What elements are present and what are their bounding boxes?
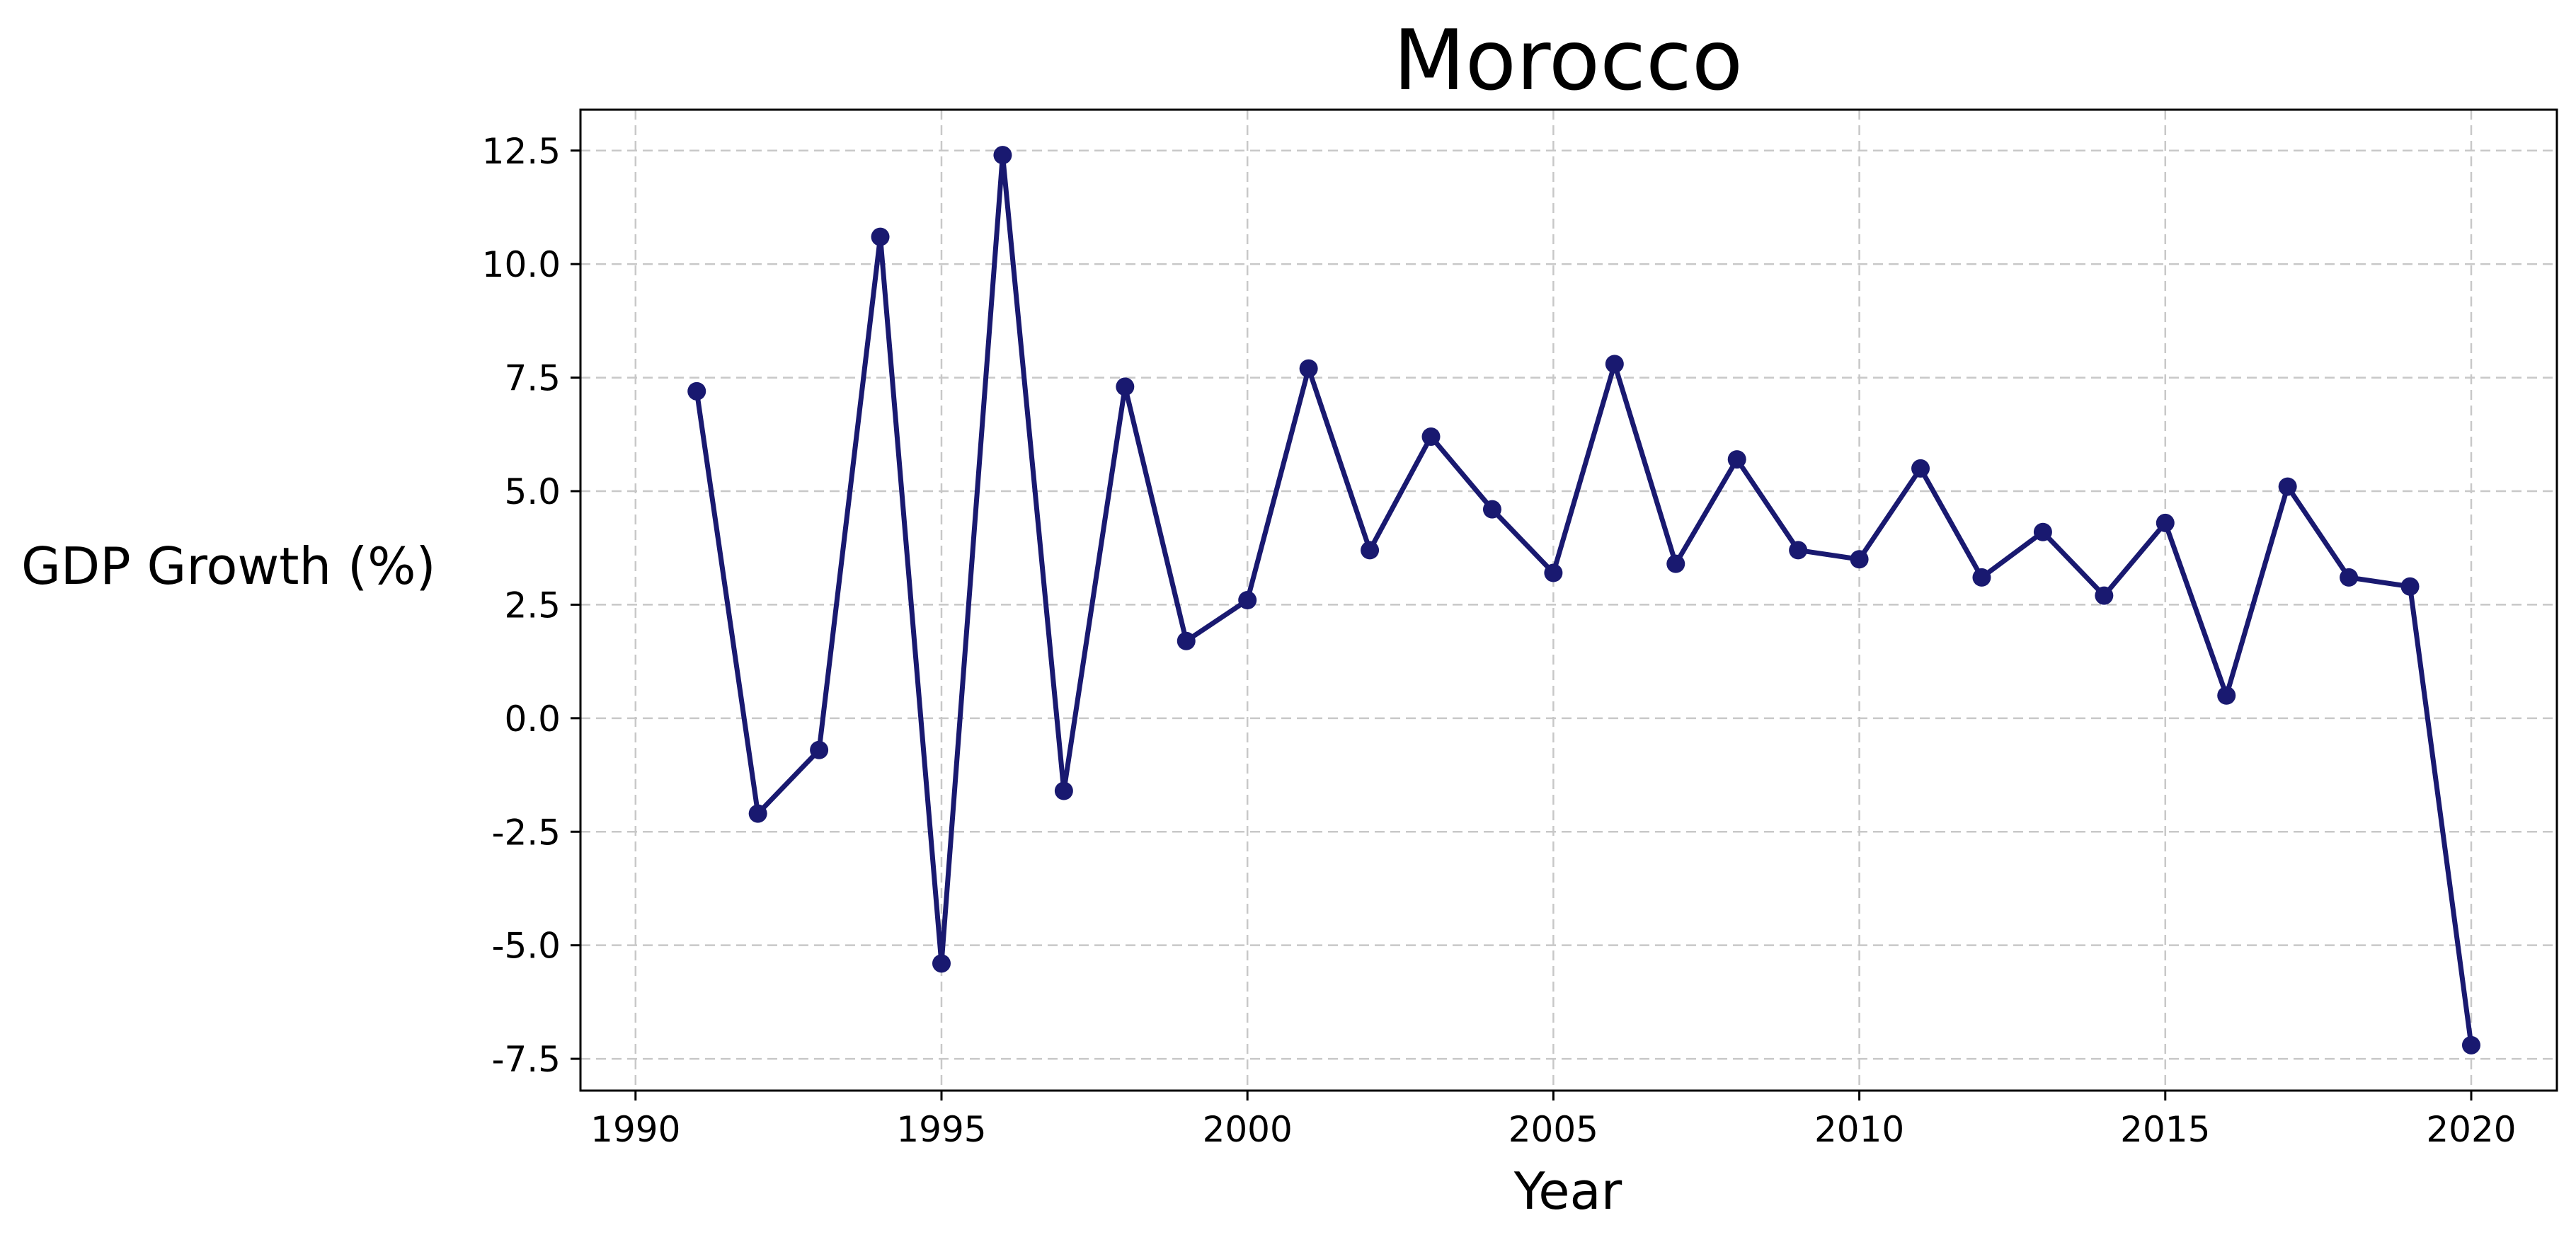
y-tick-label: -5.0 [491,926,561,967]
y-tick-label: 0.0 [504,699,561,740]
x-tick-label: 2005 [1509,1109,1598,1150]
data-point [1361,541,1380,560]
data-point [1116,377,1135,396]
series-line [694,152,2474,1046]
data-point [1789,541,1808,560]
x-tick-label: 1995 [896,1109,986,1150]
data-point [1911,459,1930,478]
x-tick-label: 2010 [1814,1109,1904,1150]
data-point [1850,550,1869,569]
data-point [1666,554,1685,573]
data-point [2340,568,2359,587]
data-point [932,954,951,973]
x-tick-label: 2020 [2426,1109,2516,1150]
data-point [1605,355,1624,374]
y-tick-label: 2.5 [504,585,561,626]
data-point [1727,450,1746,469]
data-point [1972,568,1991,587]
data-point [1421,427,1441,446]
x-axis-ticks: 1990 1995 2000 2005 2010 2015 2020 [590,1091,2517,1150]
y-tick-label: 7.5 [504,358,561,399]
data-point [2217,686,2236,705]
x-tick-label: 1990 [590,1109,680,1150]
data-point [1177,631,1196,650]
y-tick-label: -2.5 [491,812,561,853]
data-point [993,146,1012,165]
data-point [2095,586,2114,605]
data-point-layer [687,146,2480,1055]
data-point [1482,500,1501,519]
data-point [1054,781,1073,800]
y-axis-label: GDP Growth (%) [21,536,436,596]
data-point [748,804,767,823]
data-point [1544,563,1563,582]
x-tick-label: 2015 [2120,1109,2210,1150]
data-point [687,381,706,401]
x-axis-label: Year [1513,1161,1622,1221]
y-tick-label: -7.5 [491,1039,561,1080]
data-point [1299,359,1318,378]
y-tick-label: 10.0 [482,244,561,285]
x-tick-label: 2000 [1203,1109,1293,1150]
data-point [1238,591,1257,609]
data-point [2156,513,2175,532]
y-tick-label: 5.0 [504,471,561,512]
y-axis-ticks: 12.5 10.0 7.5 5.0 2.5 0.0 -2.5 -5.0 -7.5 [482,131,580,1080]
series-line-layer [694,152,2474,1046]
data-point [2278,477,2297,496]
data-point [2400,577,2420,596]
data-point [871,227,890,246]
plot-area-frame [579,108,2558,1092]
chart-title: Morocco [1393,11,1743,109]
data-point [2033,522,2052,541]
data-point [810,740,829,759]
y-tick-label: 12.5 [482,131,561,172]
data-point [2461,1035,2480,1055]
